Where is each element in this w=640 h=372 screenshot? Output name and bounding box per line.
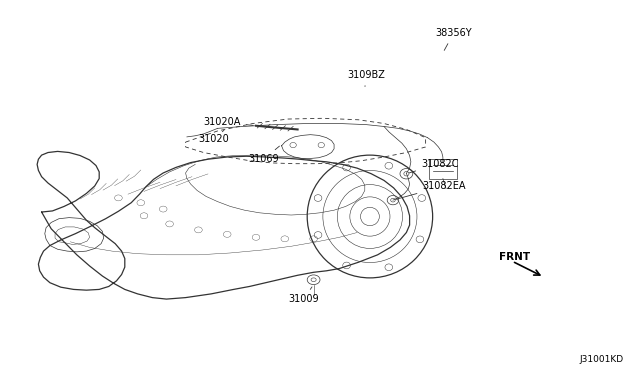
FancyBboxPatch shape: [429, 159, 457, 179]
Text: 31009: 31009: [288, 287, 319, 304]
Text: J31001KD: J31001KD: [580, 355, 624, 364]
Text: 38356Y: 38356Y: [435, 29, 472, 50]
Text: 31020: 31020: [198, 130, 229, 144]
Text: 31082EA: 31082EA: [396, 181, 466, 199]
Text: 31082C: 31082C: [409, 159, 459, 173]
Text: 31069: 31069: [248, 146, 280, 164]
Text: 3109BZ: 3109BZ: [347, 70, 385, 87]
Text: 31020A: 31020A: [204, 117, 253, 127]
Text: FRNT: FRNT: [499, 252, 531, 262]
